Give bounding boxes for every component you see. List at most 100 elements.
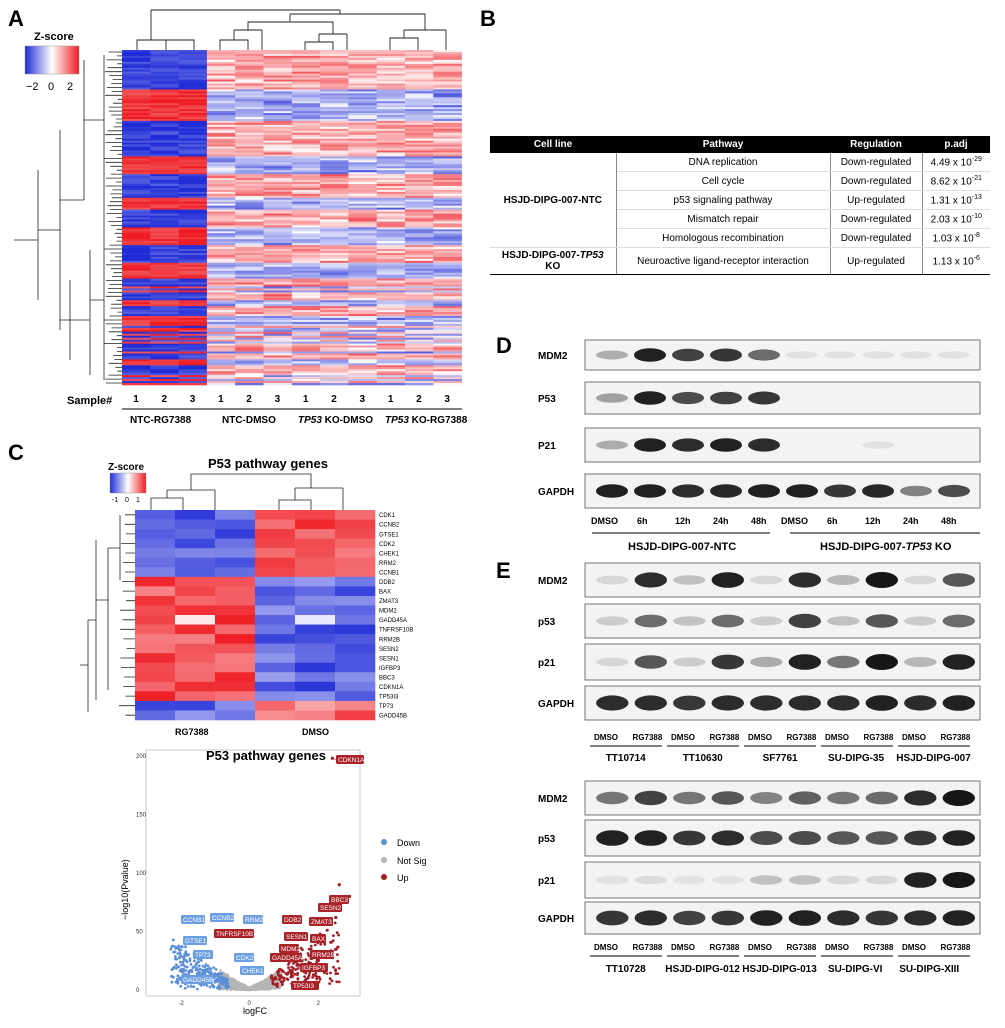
volcano-point bbox=[260, 985, 263, 988]
volcano-point bbox=[306, 976, 310, 980]
table-header-cell-line: Cell line bbox=[490, 136, 616, 153]
sample-number: 1 bbox=[303, 394, 309, 405]
panel-d-lane-label: 6h bbox=[827, 516, 838, 526]
volcano-point bbox=[303, 975, 306, 978]
table-header-padj: p.adj bbox=[922, 136, 990, 153]
svg-text:GADD45B: GADD45B bbox=[183, 977, 213, 984]
sample-number: 2 bbox=[331, 394, 337, 405]
svg-text:ZMAT3: ZMAT3 bbox=[311, 919, 332, 926]
volcano-point bbox=[307, 973, 311, 977]
volcano-point bbox=[278, 967, 282, 971]
volcano-point bbox=[286, 971, 290, 974]
panel-d-blot-p53 bbox=[584, 381, 981, 415]
gene-label: MDM2 bbox=[379, 609, 397, 615]
volcano-point bbox=[223, 983, 227, 986]
volcano-gene-tag: RRM2B bbox=[310, 950, 335, 959]
volcano-point bbox=[177, 965, 181, 968]
table-header-pathway: Pathway bbox=[616, 136, 830, 153]
table-pathway: Cell cycle bbox=[616, 171, 831, 191]
panel-c-title: P53 pathway genes bbox=[208, 456, 328, 471]
volcano-point bbox=[170, 980, 174, 984]
volcano-point bbox=[179, 960, 182, 964]
panel-e-lane-label: RG7388 bbox=[864, 733, 894, 742]
volcano-point bbox=[279, 980, 283, 983]
table-regulation: Up-regulated bbox=[830, 190, 923, 210]
gene-label: GADD45B bbox=[379, 714, 407, 720]
panel-e-lane-label: DMSO bbox=[748, 943, 772, 952]
volcano-point bbox=[264, 983, 267, 987]
gene-label: SESN1 bbox=[379, 656, 399, 662]
panel-c-zscore-bar bbox=[109, 472, 147, 494]
volcano-point bbox=[307, 954, 311, 958]
table-pathway: Neuroactive ligand-receptor interaction bbox=[616, 247, 831, 275]
volcano-point bbox=[225, 984, 229, 988]
volcano-point bbox=[187, 953, 191, 956]
panel-e-top-row-label: GAPDH bbox=[538, 699, 574, 710]
volcano-point bbox=[301, 948, 304, 952]
svg-text:RRM2: RRM2 bbox=[245, 917, 264, 924]
volcano-point bbox=[178, 951, 182, 955]
panel-e-bottom-p53 bbox=[584, 819, 981, 857]
panel-d-lane-label: 24h bbox=[903, 516, 919, 526]
svg-text:SESN1: SESN1 bbox=[286, 934, 308, 941]
panel-e-bottom-row-label: p53 bbox=[538, 834, 556, 845]
volcano-xtick: -2 bbox=[179, 1001, 185, 1007]
gene-label: TP73 bbox=[379, 704, 394, 710]
volcano-point bbox=[221, 985, 224, 988]
volcano-point bbox=[206, 969, 209, 972]
panel-e-lane-label: RG7388 bbox=[710, 943, 740, 952]
volcano-point bbox=[233, 981, 236, 985]
panel-d-lane-labels: DMSO 6h 12h 24h 48h DMSO 6h 12h 24h 48h bbox=[591, 516, 957, 526]
volcano-point bbox=[332, 934, 335, 937]
panel-d-group2-label: HSJD-DIPG-007-TP53 KO bbox=[820, 541, 952, 553]
volcano-point bbox=[187, 971, 191, 974]
group-label-tp53-ko-dmso: TP53 KO-DMSO bbox=[298, 415, 373, 426]
volcano-gene-tag: ZMAT3 bbox=[309, 917, 333, 926]
volcano-point bbox=[315, 975, 319, 978]
panel-label-e: E bbox=[496, 558, 511, 583]
volcano-gene-tag: TP53I3 bbox=[291, 981, 319, 990]
volcano-point bbox=[267, 984, 271, 987]
volcano-ytick: 0 bbox=[136, 988, 140, 994]
zscore-tick-mid: 0 bbox=[48, 81, 54, 93]
volcano-point bbox=[213, 972, 217, 975]
volcano-point bbox=[176, 974, 180, 978]
panel-e-top-gapdh bbox=[584, 685, 981, 721]
volcano-point bbox=[290, 969, 294, 972]
panel-e-lane-label: RG7388 bbox=[633, 943, 663, 952]
volcano-point bbox=[290, 974, 293, 978]
volcano-point bbox=[230, 977, 233, 981]
volcano-point bbox=[337, 980, 341, 984]
sample-label: Sample# bbox=[67, 395, 112, 407]
table-regulation: Down-regulated bbox=[830, 228, 923, 248]
volcano-point bbox=[209, 967, 213, 971]
gene-label: CCNB2 bbox=[379, 523, 400, 529]
table-regulation: Down-regulated bbox=[830, 171, 923, 191]
panel-e-lane-labels: DMSO RG7388 DMSO RG7388 DMSO RG7388 DMSO RG7388… bbox=[590, 733, 971, 975]
volcano-point bbox=[325, 972, 329, 975]
gene-label: BBC3 bbox=[379, 675, 395, 681]
volcano-axes: 0 50 100 150 200 -2 0 2 bbox=[136, 754, 321, 1007]
volcano-point bbox=[174, 963, 178, 967]
volcano-gene-tag: SESN1 bbox=[284, 932, 308, 941]
volcano-point bbox=[311, 976, 314, 979]
panel-e-cell-line: HSJD-DIPG-007 bbox=[896, 753, 971, 764]
panel-label-a: A bbox=[8, 6, 24, 31]
volcano-point bbox=[276, 970, 279, 974]
panel-label-c: C bbox=[8, 440, 24, 465]
volcano-xtick: 2 bbox=[317, 1001, 321, 1007]
panel-e-lane-label: RG7388 bbox=[633, 733, 663, 742]
volcano-point bbox=[264, 987, 267, 990]
volcano-point bbox=[169, 947, 173, 951]
gene-label: SESN2 bbox=[379, 647, 399, 653]
volcano-point bbox=[319, 942, 323, 946]
volcano-point bbox=[269, 975, 273, 979]
panel-c-heatmap: P53 pathway genes Z-score -1 0 1 CDK1 CCN… bbox=[80, 456, 413, 737]
volcano-point bbox=[336, 945, 339, 949]
volcano-ytick: 100 bbox=[136, 871, 147, 877]
legend-up-dot bbox=[381, 874, 387, 880]
volcano-gene-tag: DDB2 bbox=[282, 915, 302, 924]
panel-e-lane-label: DMSO bbox=[902, 733, 926, 742]
svg-text:TNFRSF10B: TNFRSF10B bbox=[216, 931, 253, 938]
volcano-point bbox=[174, 957, 177, 961]
